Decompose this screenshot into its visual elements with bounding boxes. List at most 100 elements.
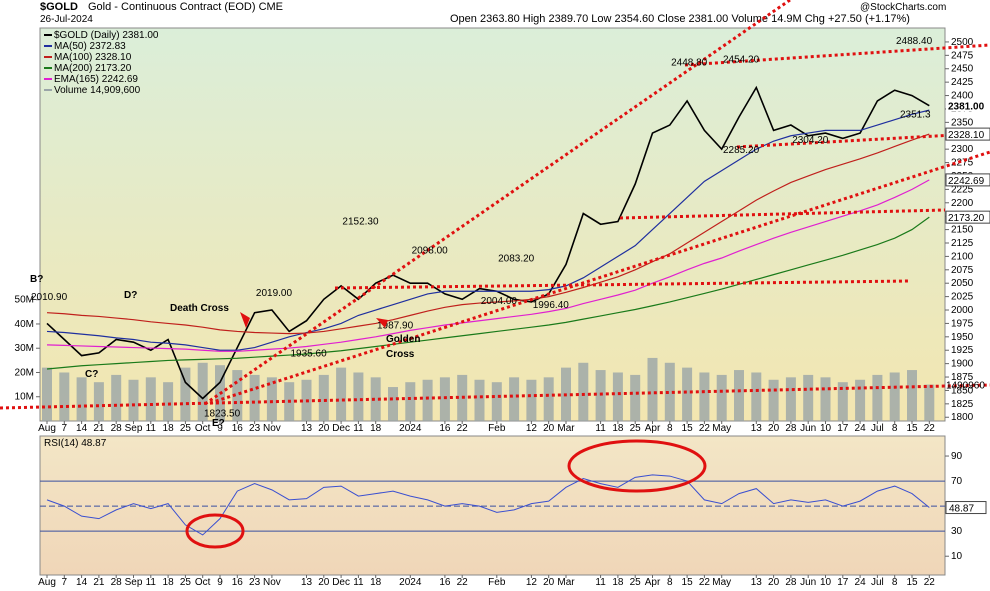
annotation: Death Cross: [170, 303, 229, 314]
x-tick-label: 20: [318, 577, 330, 588]
x-tick-label: 25: [630, 423, 642, 434]
volume-bar: [526, 379, 537, 421]
y-tick-label: 2150: [951, 225, 974, 236]
x-tick-label: 10: [820, 423, 832, 434]
x-tick-label: Sep: [125, 577, 143, 588]
volume-bar: [370, 377, 381, 421]
x-tick-label: 10: [820, 577, 832, 588]
rsi-tag: [945, 501, 987, 515]
ma-line: [46, 109, 930, 351]
volume-bar: [163, 382, 174, 421]
x-tick-label: 12: [526, 577, 538, 588]
chart-subtitle: Gold - Continuous Contract (EOD) CME: [88, 1, 283, 13]
annotation: D?: [124, 290, 137, 301]
x-tick-label: 28: [111, 577, 123, 588]
x-tick-label: 11: [146, 423, 157, 434]
x-tick-label: 28: [785, 423, 797, 434]
y-tick-label: 2000: [951, 305, 974, 316]
x-tick-label: 18: [163, 577, 175, 588]
y2-tick-label: 20M: [15, 367, 34, 378]
x-tick-label: 28: [785, 577, 797, 588]
volume-bar: [93, 382, 104, 421]
volume-bar: [630, 374, 641, 421]
x-tick-label: Nov: [263, 423, 281, 434]
x-tick-label: 18: [612, 423, 624, 434]
volume-bar: [578, 362, 589, 421]
x-tick-label: 11: [595, 423, 606, 434]
x-tick-label: 18: [370, 577, 382, 588]
arrow: [376, 318, 388, 328]
y-tick-label: 2450: [951, 64, 974, 75]
rsi-line: [46, 474, 930, 536]
legend-label: MA(100) 2328.10: [54, 52, 132, 63]
volume-bar: [405, 382, 416, 421]
price-label: 2304.20: [792, 135, 829, 146]
x-tick-label: 22: [924, 423, 936, 434]
x-tick-label: Jun: [800, 423, 816, 434]
volume-bar: [716, 374, 727, 421]
x-tick-label: Feb: [488, 423, 506, 434]
y-tick-label: 2100: [951, 251, 974, 262]
rsi-panel: [39, 435, 946, 576]
volume-bar: [76, 377, 87, 421]
volume-bar: [768, 379, 779, 421]
x-tick-label: 20: [768, 577, 780, 588]
volume-bar: [543, 377, 554, 421]
annotation: B?: [30, 274, 43, 285]
price-label: 1996.40: [533, 300, 570, 311]
x-tick-label: 16: [232, 423, 244, 434]
price-label: 1935.60: [291, 349, 328, 360]
x-tick-label: May: [712, 423, 731, 434]
y-tick-label: 2400: [951, 91, 974, 102]
volume-bar: [509, 377, 520, 421]
y-tick-label: 2075: [951, 265, 974, 276]
date: 26-Jul-2024: [40, 14, 93, 25]
x-tick-label: 17: [837, 423, 849, 434]
price-label: 2152.30: [342, 216, 379, 227]
y2-tick-label: 10M: [15, 392, 34, 403]
x-tick-label: 24: [855, 577, 867, 588]
trend-line: [209, 150, 990, 405]
price-label: 2019.00: [256, 288, 293, 299]
x-tick-label: 11: [146, 577, 157, 588]
x-tick-label: 25: [630, 577, 642, 588]
x-tick-label: 13: [751, 577, 763, 588]
y-tick-label: 2275: [951, 158, 974, 169]
x-tick-label: 14: [76, 423, 88, 434]
price-label: 2004.00: [481, 296, 518, 307]
price-label: 2454.20: [723, 54, 760, 65]
quote: Open 2363.80 High 2389.70 Low 2354.60 Cl…: [450, 13, 910, 25]
volume-bar: [907, 370, 917, 421]
price-tag-label: 2242.69: [948, 176, 985, 187]
volume-bar: [59, 372, 70, 421]
x-tick-label: Dec: [332, 577, 350, 588]
price-label: 2488.40: [896, 36, 933, 47]
volume-bar: [128, 379, 139, 421]
volume-bar: [249, 374, 260, 421]
x-tick-label: 2024: [399, 577, 422, 588]
volume-bar: [197, 362, 208, 421]
volume-bar: [889, 372, 900, 421]
y-tick-label: 2425: [951, 77, 974, 88]
x-tick-label: Apr: [645, 423, 661, 434]
price-label: 2010.90: [31, 292, 68, 303]
volume-bar: [803, 374, 814, 421]
x-tick-label: Mar: [557, 423, 575, 434]
volume-bar: [491, 382, 502, 421]
x-tick-label: 7: [62, 577, 68, 588]
y2-tick-label: 40M: [15, 319, 34, 330]
x-tick-label: 8: [667, 577, 673, 588]
x-tick-label: 18: [370, 423, 382, 434]
x-tick-label: 20: [543, 423, 555, 434]
x-tick-label: 11: [353, 423, 364, 434]
price-panel: [39, 27, 946, 422]
y-tick-label: 2350: [951, 117, 974, 128]
arrow: [240, 312, 250, 328]
x-tick-label: Oct: [195, 423, 211, 434]
volume-bar: [682, 367, 693, 421]
volume-bar: [837, 382, 848, 421]
volume-bar: [474, 379, 485, 421]
x-tick-label: 25: [180, 423, 192, 434]
price-tag: [945, 210, 990, 224]
x-tick-label: 16: [439, 423, 451, 434]
